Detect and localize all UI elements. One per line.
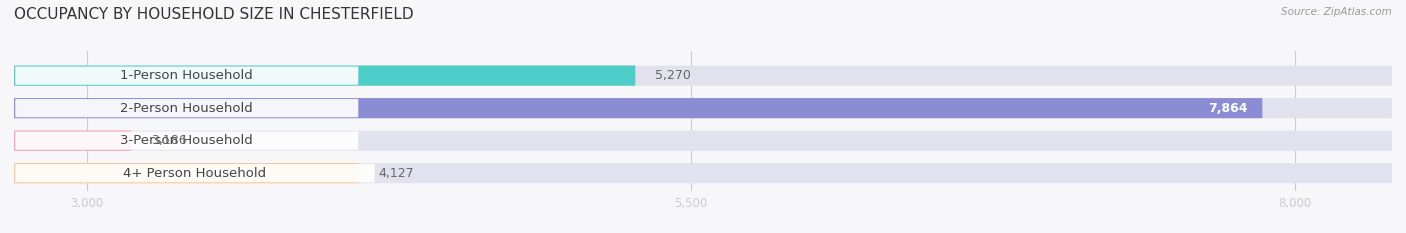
- Text: 4+ Person Household: 4+ Person Household: [124, 167, 267, 180]
- Text: 4,127: 4,127: [378, 167, 413, 180]
- Text: 2-Person Household: 2-Person Household: [121, 102, 253, 115]
- Text: 3,186: 3,186: [150, 134, 187, 147]
- Text: OCCUPANCY BY HOUSEHOLD SIZE IN CHESTERFIELD: OCCUPANCY BY HOUSEHOLD SIZE IN CHESTERFI…: [14, 7, 413, 22]
- FancyBboxPatch shape: [15, 132, 359, 150]
- FancyBboxPatch shape: [15, 99, 359, 117]
- FancyBboxPatch shape: [14, 65, 1392, 86]
- FancyBboxPatch shape: [14, 130, 1392, 151]
- Text: Source: ZipAtlas.com: Source: ZipAtlas.com: [1281, 7, 1392, 17]
- FancyBboxPatch shape: [15, 164, 375, 182]
- FancyBboxPatch shape: [14, 163, 1392, 183]
- FancyBboxPatch shape: [15, 67, 359, 85]
- FancyBboxPatch shape: [14, 98, 1263, 118]
- FancyBboxPatch shape: [14, 98, 1392, 118]
- FancyBboxPatch shape: [14, 65, 636, 86]
- FancyBboxPatch shape: [14, 130, 132, 151]
- Text: 1-Person Household: 1-Person Household: [121, 69, 253, 82]
- Text: 7,864: 7,864: [1208, 102, 1249, 115]
- FancyBboxPatch shape: [14, 163, 359, 183]
- Text: 5,270: 5,270: [655, 69, 690, 82]
- Text: 3-Person Household: 3-Person Household: [121, 134, 253, 147]
